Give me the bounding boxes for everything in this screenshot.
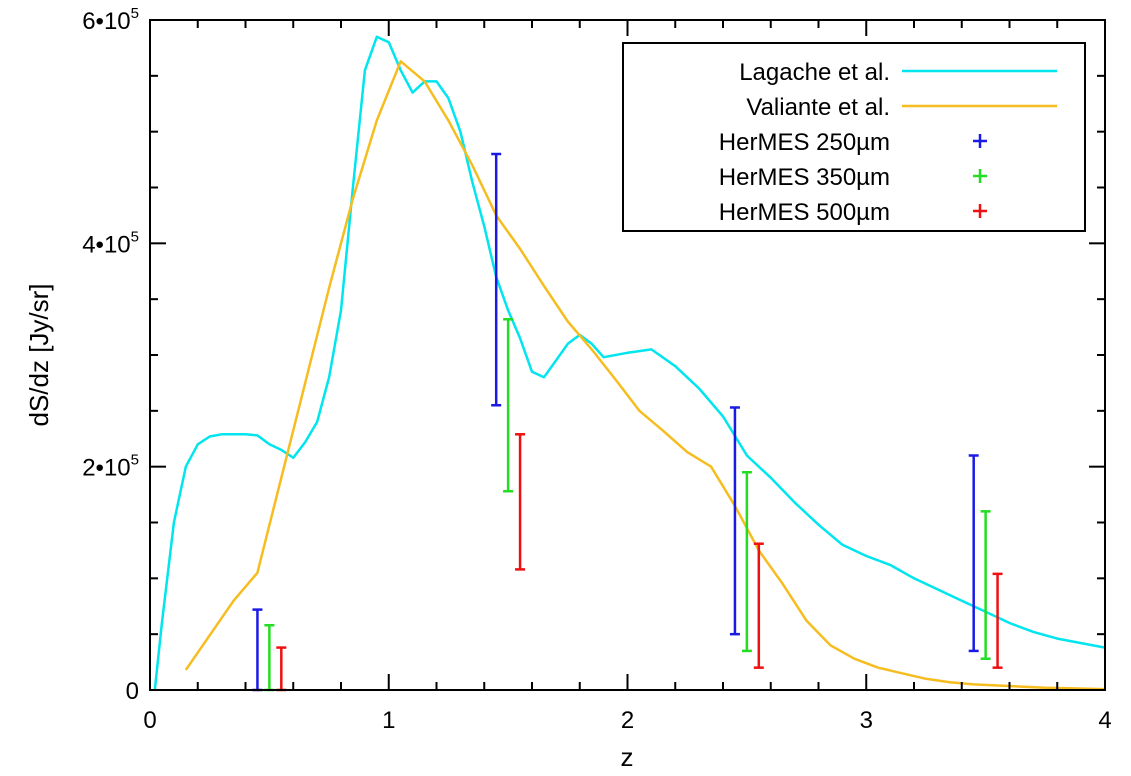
y-tick-label: 0 xyxy=(126,678,139,705)
ticks-layer: 0 1 2 3 4 0 2•105 4•105 6•105 xyxy=(82,5,1111,734)
errorbar xyxy=(741,471,752,653)
x-axis-title: z xyxy=(621,742,634,772)
y-tick-label: 4•105 xyxy=(82,228,139,258)
x-tick-label: 3 xyxy=(860,707,873,734)
legend-label: Lagache et al. xyxy=(739,59,890,86)
errorbar xyxy=(968,454,979,653)
legend-label: HerMES 250µm xyxy=(719,129,890,156)
errorbar xyxy=(515,433,526,571)
errorbar xyxy=(264,623,275,692)
y-tick-label: 6•105 xyxy=(82,5,139,35)
legend-box xyxy=(622,42,1086,232)
series-line-0 xyxy=(153,35,1106,691)
legend-label: Valiante et al. xyxy=(746,94,890,121)
x-tick-label: 0 xyxy=(143,707,156,734)
errorbar xyxy=(729,406,740,636)
series-line-1 xyxy=(184,60,1106,691)
errorbar xyxy=(276,646,287,692)
x-tick-label: 4 xyxy=(1098,707,1111,734)
errorbar xyxy=(753,542,764,669)
y-axis-title: dS/dz [Jy/sr] xyxy=(24,283,54,426)
errorbar xyxy=(992,572,1003,669)
legend-label: HerMES 500µm xyxy=(719,199,890,226)
legend-label: HerMES 350µm xyxy=(719,164,890,191)
series-layer xyxy=(153,35,1106,692)
x-tick-label: 1 xyxy=(382,707,395,734)
errorbar xyxy=(252,608,263,692)
y-tick-label: 2•105 xyxy=(82,452,139,482)
errorbar xyxy=(503,318,514,493)
x-tick-label: 2 xyxy=(621,707,634,734)
errorbar xyxy=(491,152,502,407)
legend: Lagache et al. Valiante et al. HerMES 250µ… xyxy=(622,42,1086,232)
errorbar xyxy=(980,510,991,660)
